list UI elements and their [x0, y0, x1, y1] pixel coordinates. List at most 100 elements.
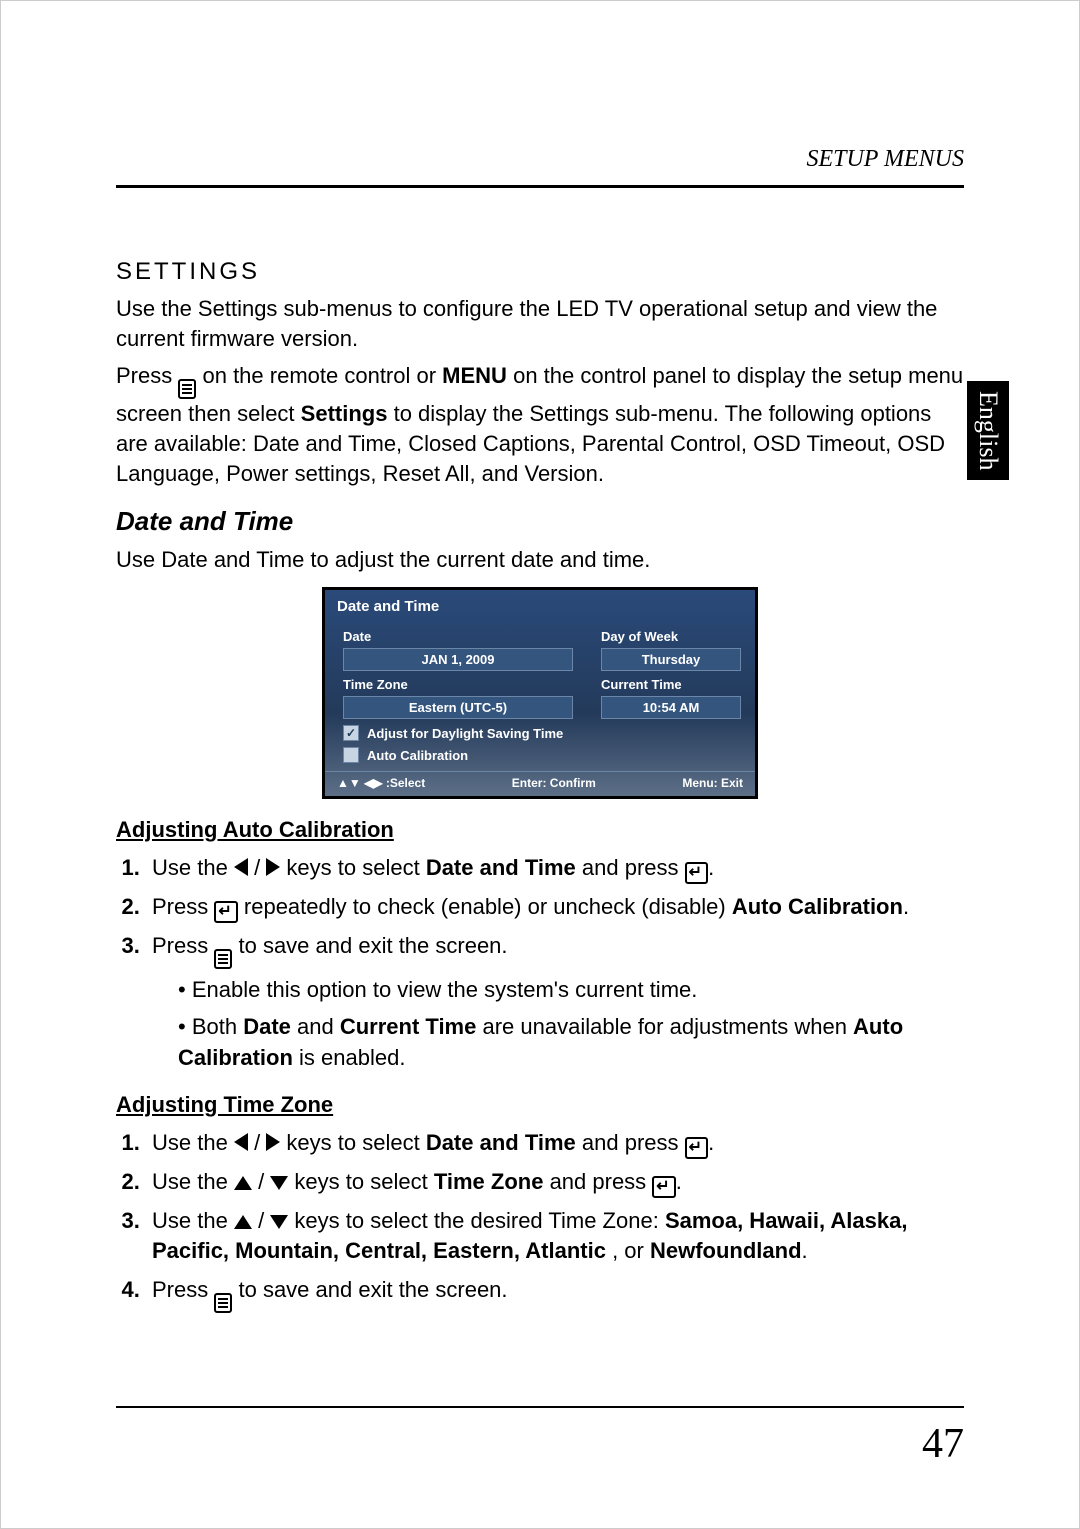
menu-icon — [214, 1293, 232, 1313]
text: on the remote control or — [202, 363, 442, 388]
enter-icon: ↵ — [652, 1176, 675, 1198]
text: / — [254, 1130, 266, 1155]
page-number: 47 — [922, 1420, 964, 1468]
osd-footer: ▲▼ ◀▶ :Select Enter: Confirm Menu: Exit — [325, 771, 755, 796]
osd-footer-enter: Enter: Confirm — [512, 776, 596, 790]
step: Press to save and exit the screen. Enabl… — [146, 931, 964, 1073]
text: . — [802, 1238, 808, 1263]
heading-auto-calibration: Adjusting Auto Calibration — [116, 817, 964, 843]
menu-icon — [178, 379, 196, 399]
text: Press — [152, 894, 214, 919]
enter-icon: ↵ — [685, 862, 708, 884]
step: Press to save and exit the screen. — [146, 1275, 964, 1313]
text: repeatedly to check (enable) or uncheck … — [244, 894, 732, 919]
auto-calibration-label: Auto Calibration — [732, 894, 903, 919]
text: Use the — [152, 1208, 234, 1233]
osd-tz-field: Eastern (UTC-5) — [343, 696, 573, 719]
up-arrow-icon — [234, 1176, 252, 1190]
text: keys to select — [286, 855, 425, 880]
text: Both — [192, 1014, 243, 1039]
text: . — [708, 855, 714, 880]
text: . — [676, 1169, 682, 1194]
text: keys to select the desired Time Zone: — [294, 1208, 665, 1233]
text: Press — [152, 1277, 214, 1302]
subheading-date-time: Date and Time — [116, 506, 964, 537]
time-zone-label: Time Zone — [434, 1169, 544, 1194]
text: Use the — [152, 1130, 234, 1155]
enter-icon: ↵ — [685, 1137, 708, 1159]
date-time-label: Date and Time — [426, 855, 576, 880]
steps-auto-calibration: Use the / keys to select Date and Time a… — [116, 853, 964, 1073]
osd-auto-checkbox — [343, 747, 359, 763]
text: are unavailable for adjustments when — [482, 1014, 853, 1039]
settings-label: Settings — [301, 401, 388, 426]
up-arrow-icon — [234, 1215, 252, 1229]
notes-list: Enable this option to view the system's … — [152, 975, 964, 1073]
text: Press — [116, 363, 178, 388]
text: keys to select — [286, 1130, 425, 1155]
text: / — [258, 1208, 270, 1233]
osd-footer-menu: Menu: Exit — [682, 776, 743, 790]
osd-footer-select: ▲▼ ◀▶ :Select — [337, 776, 425, 790]
osd-dst-checkbox: ✓ — [343, 725, 359, 741]
running-head: SETUP MENUS — [116, 146, 964, 173]
text: to save and exit the screen. — [238, 1277, 507, 1302]
intro-paragraph-1: Use the Settings sub-menus to configure … — [116, 294, 964, 353]
text: Press — [152, 933, 214, 958]
note: Enable this option to view the system's … — [172, 975, 964, 1006]
osd-title: Date and Time — [325, 590, 755, 623]
osd-date-field: JAN 1, 2009 — [343, 648, 573, 671]
text: . — [903, 894, 909, 919]
sub-intro: Use Date and Time to adjust the current … — [116, 545, 964, 575]
text: and press — [582, 855, 685, 880]
menu-icon — [214, 949, 232, 969]
intro-paragraph-2: Press on the remote control or MENU on t… — [116, 361, 964, 488]
osd-date-label: Date — [343, 629, 573, 644]
step: Use the / keys to select the desired Tim… — [146, 1206, 964, 1268]
osd-ct-field: 10:54 AM — [601, 696, 741, 719]
down-arrow-icon — [270, 1215, 288, 1229]
date-label: Date — [243, 1014, 291, 1039]
section-heading: SETTINGS — [116, 258, 964, 286]
step: Use the / keys to select Time Zone and p… — [146, 1167, 964, 1198]
date-time-label: Date and Time — [426, 1130, 576, 1155]
enter-icon: ↵ — [214, 901, 237, 923]
steps-time-zone: Use the / keys to select Date and Time a… — [116, 1128, 964, 1314]
text: / — [258, 1169, 270, 1194]
page: SETUP MENUS English SETTINGS Use the Set… — [0, 0, 1080, 1529]
text: / — [254, 855, 266, 880]
osd-dst-label: Adjust for Daylight Saving Time — [367, 726, 563, 741]
osd-ct-label: Current Time — [601, 677, 741, 692]
down-arrow-icon — [270, 1176, 288, 1190]
text: is enabled. — [299, 1045, 405, 1070]
text: , or — [612, 1238, 650, 1263]
text: Use the — [152, 1169, 234, 1194]
osd-dow-label: Day of Week — [601, 629, 741, 644]
right-arrow-icon — [266, 1133, 280, 1151]
text: keys to select — [294, 1169, 433, 1194]
text: and press — [582, 1130, 685, 1155]
text: to save and exit the screen. — [238, 933, 507, 958]
osd-screenshot: Date and Time Date JAN 1, 2009 Day of We… — [322, 587, 758, 799]
right-arrow-icon — [266, 858, 280, 876]
osd-auto-label: Auto Calibration — [367, 748, 468, 763]
heading-time-zone: Adjusting Time Zone — [116, 1092, 964, 1118]
newfoundland-label: Newfoundland — [650, 1238, 802, 1263]
text: . — [708, 1130, 714, 1155]
text: and press — [550, 1169, 653, 1194]
text: Use the — [152, 855, 234, 880]
footer-rule — [116, 1406, 964, 1408]
step: Press ↵ repeatedly to check (enable) or … — [146, 892, 964, 923]
osd-body: Date JAN 1, 2009 Day of Week Thursday Ti… — [325, 623, 755, 771]
note: Both Date and Current Time are unavailab… — [172, 1012, 964, 1074]
step: Use the / keys to select Date and Time a… — [146, 1128, 964, 1159]
menu-label: MENU — [442, 363, 507, 388]
osd-dow-field: Thursday — [601, 648, 741, 671]
current-time-label: Current Time — [340, 1014, 477, 1039]
step: Use the / keys to select Date and Time a… — [146, 853, 964, 884]
text: and — [297, 1014, 340, 1039]
osd-tz-label: Time Zone — [343, 677, 573, 692]
header-rule — [116, 185, 964, 188]
language-tab: English — [967, 381, 1009, 480]
left-arrow-icon — [234, 858, 248, 876]
